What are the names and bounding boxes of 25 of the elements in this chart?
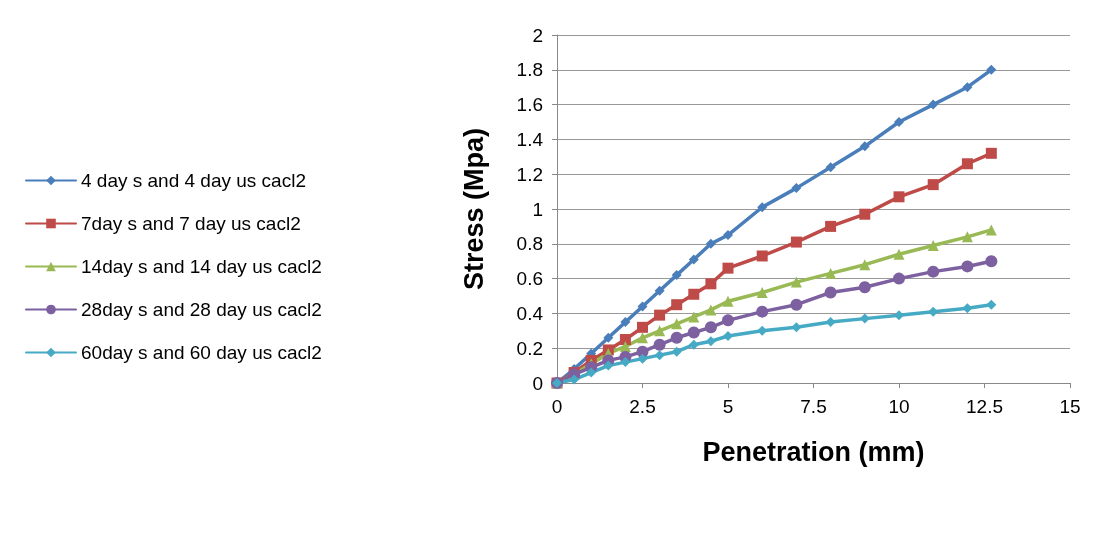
x-tick-label: 7.5 xyxy=(800,396,827,417)
y-tick-label: 1.6 xyxy=(516,94,543,116)
y-tick-label: 1 xyxy=(532,198,543,220)
legend-label: 7day s and 7 day us cacl2 xyxy=(81,213,301,234)
y-tick-label: 1.8 xyxy=(516,59,543,81)
y-tick-label: 0.8 xyxy=(516,233,543,255)
x-tick-label: 5 xyxy=(722,396,734,417)
y-tick-label: 0.4 xyxy=(516,302,544,324)
y-tick-label: 0.2 xyxy=(516,337,543,359)
x-tick-label: 12.5 xyxy=(966,396,1003,417)
y-tick-label: 1.2 xyxy=(516,163,543,185)
x-tick-label: 2.5 xyxy=(629,396,656,417)
y-tick-label: 0 xyxy=(532,372,543,394)
y-tick-label: 0.6 xyxy=(516,268,543,290)
y-tick-label: 1.4 xyxy=(516,128,544,150)
legend-label: 14day s and 14 day us cacl2 xyxy=(81,256,322,277)
y-tick-label: 2 xyxy=(532,24,543,46)
x-tick-label: 10 xyxy=(888,396,910,417)
x-tick-label: 0 xyxy=(551,396,563,417)
legend-label: 28day s and 28 day us cacl2 xyxy=(81,299,322,320)
legend-label: 4 day s and 4 day us cacl2 xyxy=(81,170,306,191)
x-tick-label: 15 xyxy=(1059,396,1081,417)
y-axis-title: Stress (Mpa) xyxy=(458,127,489,291)
x-axis-title: Penetration (mm) xyxy=(702,436,925,467)
legend-label: 60day s and 60 day us cacl2 xyxy=(81,342,322,363)
